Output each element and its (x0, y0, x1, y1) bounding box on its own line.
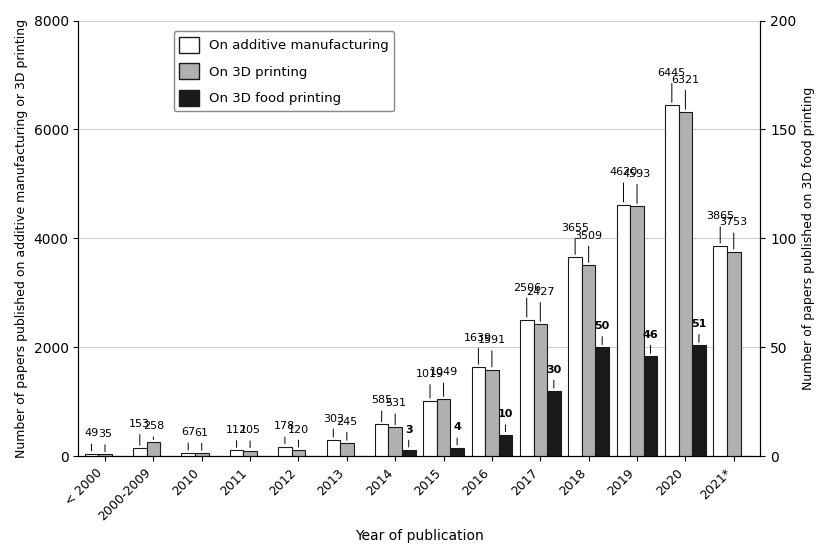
Bar (520, 320, 534, 456)
Bar (402, 450, 416, 456)
Bar (182, 453, 195, 456)
Bar (582, 265, 595, 456)
Text: 46: 46 (642, 330, 658, 353)
Text: 10: 10 (498, 410, 513, 432)
Text: 3865: 3865 (706, 211, 735, 243)
Bar (644, 356, 657, 456)
Text: 178: 178 (274, 421, 295, 444)
Bar (147, 442, 160, 456)
Text: 3753: 3753 (720, 218, 748, 249)
Text: 6321: 6321 (671, 75, 700, 109)
Text: 50: 50 (594, 321, 610, 345)
Bar (230, 450, 243, 456)
Bar (437, 399, 451, 456)
Bar (195, 453, 208, 456)
Bar (133, 448, 147, 456)
Text: 49: 49 (85, 429, 99, 451)
Bar (630, 206, 644, 456)
Text: 120: 120 (288, 425, 309, 447)
Bar (486, 370, 499, 456)
Text: 4: 4 (453, 422, 461, 445)
Bar (692, 345, 705, 456)
Text: 153: 153 (129, 419, 150, 445)
Text: 531: 531 (384, 398, 406, 425)
Bar (278, 446, 291, 456)
Text: 3: 3 (405, 425, 413, 447)
Y-axis label: Number of papers published on 3D food printing: Number of papers published on 3D food pr… (802, 87, 815, 390)
Text: 3655: 3655 (561, 223, 589, 254)
Text: 585: 585 (371, 396, 393, 422)
Bar (451, 448, 464, 456)
Text: 51: 51 (691, 319, 706, 343)
Bar (679, 112, 692, 456)
Text: 1639: 1639 (464, 333, 492, 364)
Bar (388, 427, 402, 456)
Legend: On additive manufacturing, On 3D printing, On 3D food printing: On additive manufacturing, On 3D printin… (173, 31, 394, 112)
Bar (499, 435, 512, 456)
Bar (569, 257, 582, 456)
Text: 1049: 1049 (429, 367, 457, 396)
Bar (423, 401, 437, 456)
Text: 105: 105 (240, 425, 261, 448)
Text: 258: 258 (143, 421, 164, 440)
Bar (326, 440, 340, 456)
Text: 30: 30 (546, 364, 561, 388)
Bar (85, 454, 98, 456)
Text: 303: 303 (323, 413, 344, 437)
Y-axis label: Number of papers published on additive manufacturing or 3D printing: Number of papers published on additive m… (15, 19, 28, 458)
Bar (617, 205, 630, 456)
Bar (547, 391, 560, 456)
Text: 245: 245 (336, 417, 358, 440)
Bar (291, 450, 305, 456)
Text: 35: 35 (98, 429, 112, 451)
X-axis label: Year of publication: Year of publication (355, 529, 484, 543)
Bar (534, 324, 547, 456)
Text: 3509: 3509 (574, 230, 603, 262)
Text: 61: 61 (195, 428, 208, 450)
Text: 6445: 6445 (657, 68, 686, 103)
Bar (595, 348, 609, 456)
Bar (665, 105, 679, 456)
Text: 112: 112 (226, 425, 247, 448)
Text: 1019: 1019 (416, 369, 444, 398)
Text: 2506: 2506 (513, 282, 541, 317)
Bar (471, 367, 486, 456)
Bar (98, 454, 112, 456)
Text: 67: 67 (181, 427, 195, 450)
Bar (375, 425, 388, 456)
Text: 4620: 4620 (609, 167, 637, 202)
Bar (727, 252, 740, 456)
Bar (714, 246, 727, 456)
Text: 4593: 4593 (622, 169, 652, 203)
Bar (340, 443, 354, 456)
Bar (243, 451, 256, 456)
Text: 2427: 2427 (526, 287, 554, 321)
Text: 1591: 1591 (478, 335, 506, 367)
